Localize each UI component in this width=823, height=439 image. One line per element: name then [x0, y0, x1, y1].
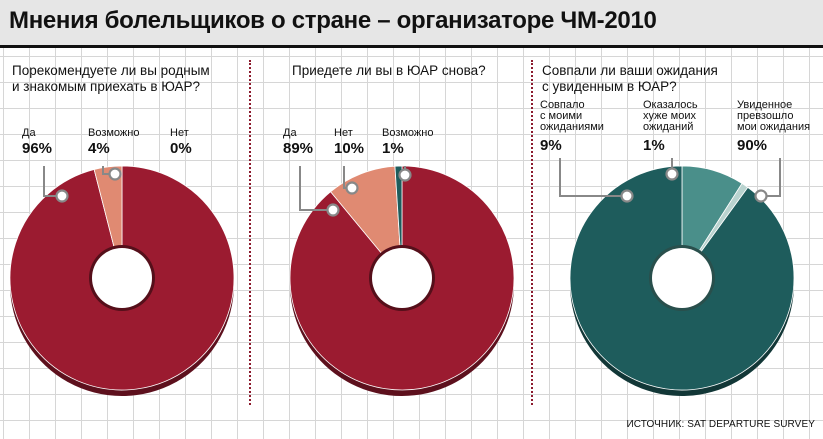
leader-line-2-1	[299, 166, 333, 211]
category-label-1-1: Да	[22, 127, 36, 139]
category-label-3-1: Совпало	[540, 99, 585, 111]
category-label-3-1: ожиданиями	[540, 121, 604, 133]
leader-line-3-1	[559, 158, 627, 197]
value-label-2-1: 89%	[283, 140, 313, 157]
question-3: Совпали ли ваши ожидания с увиденным в Ю…	[542, 63, 812, 95]
category-label-2-3: Возможно	[382, 127, 433, 139]
value-label-1-1: 96%	[22, 140, 52, 157]
category-label-1-3: Нет	[170, 127, 189, 139]
category-label-3-3: мои ожидания	[737, 121, 810, 133]
donut-hole-1	[92, 248, 152, 308]
category-label-3-3: превзошло	[737, 110, 793, 122]
value-label-3-1: 9%	[540, 137, 562, 154]
leader-dot-2-1	[326, 203, 340, 217]
question-2-line-1: Приедете ли вы в ЮАР снова?	[292, 63, 486, 78]
value-label-2-2: 10%	[334, 140, 364, 157]
leader-dot-2-2	[345, 181, 359, 195]
column-divider-2	[531, 60, 533, 405]
category-label-3-2: Оказалось	[643, 99, 698, 111]
category-label-1-2: Возможно	[88, 127, 139, 139]
question-3-line-2: с увиденным в ЮАР?	[542, 79, 677, 94]
header-bar: Мнения болельщиков о стране – организато…	[0, 0, 823, 48]
page-title: Мнения болельщиков о стране – организато…	[9, 7, 657, 34]
value-label-2-3: 1%	[382, 140, 404, 157]
category-label-3-2: ожиданий	[643, 121, 693, 133]
category-label-2-2: Нет	[334, 127, 353, 139]
question-3-line-1: Совпали ли ваши ожидания	[542, 63, 718, 78]
question-1: Порекомендуете ли вы родным и знакомым п…	[12, 63, 252, 95]
category-label-3-1: с моими	[540, 110, 582, 122]
donut-hole-2	[372, 248, 432, 308]
question-1-line-1: Порекомендуете ли вы родным	[12, 63, 210, 78]
category-label-3-2: хуже моих	[643, 110, 696, 122]
leader-dot-3-3	[754, 189, 768, 203]
category-label-2-1: Да	[283, 127, 297, 139]
leader-dot-1-1	[55, 189, 69, 203]
category-label-3-3: Увиденное	[737, 99, 792, 111]
leader-dot-1-2	[108, 167, 122, 181]
value-label-3-2: 1%	[643, 137, 665, 154]
leader-dot-3-1	[620, 189, 634, 203]
question-2: Приедете ли вы в ЮАР снова?	[292, 63, 532, 79]
value-label-3-3: 90%	[737, 137, 767, 154]
leader-dot-2-3	[398, 168, 412, 182]
leader-dot-3-2	[665, 167, 679, 181]
question-1-line-2: и знакомым приехать в ЮАР?	[12, 79, 201, 94]
donut-hole-3	[652, 248, 712, 308]
value-label-1-2: 4%	[88, 140, 110, 157]
source-note: ИСТОЧНИК: SAT DEPARTURE SURVEY	[626, 419, 815, 430]
value-label-1-3: 0%	[170, 140, 192, 157]
column-divider-1	[249, 60, 251, 405]
